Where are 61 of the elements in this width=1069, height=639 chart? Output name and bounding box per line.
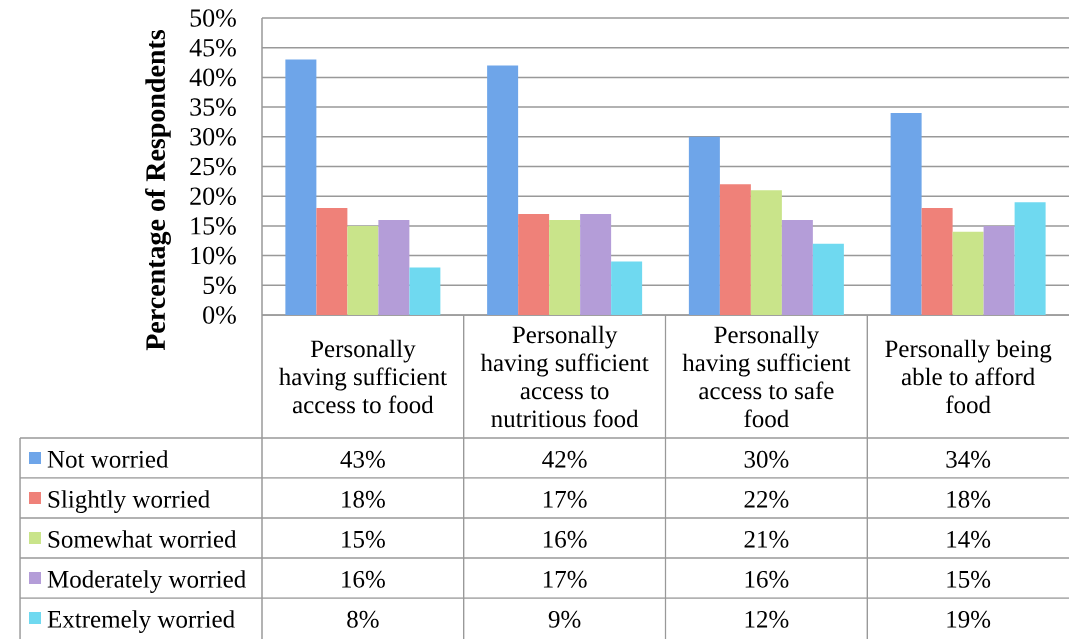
legend-label: Moderately worried: [47, 570, 246, 593]
y-tick-label: 50%: [190, 9, 236, 27]
data-label: 14%: [947, 530, 991, 548]
bar: [688, 136, 720, 315]
bar: [487, 65, 519, 315]
data-label: 8%: [347, 610, 379, 628]
data-label: 22%: [744, 490, 789, 508]
legend-label: Somewhat worried: [48, 530, 237, 548]
y-tick-label: 5%: [203, 276, 236, 295]
y-tick-label: 0%: [203, 306, 236, 324]
bar: [347, 225, 379, 315]
legend-label: Extremely worried: [47, 610, 235, 633]
bar: [611, 261, 643, 315]
bar: [952, 231, 984, 315]
y-tick-label: 35%: [190, 98, 236, 116]
data-label: 30%: [744, 450, 789, 468]
y-tick-label: 10%: [191, 246, 236, 265]
data-label: 34%: [946, 450, 991, 468]
y-axis-title: Percentage of Respondents: [145, 29, 171, 351]
y-tick-label: 20%: [190, 187, 236, 206]
data-label: 42%: [542, 450, 587, 468]
bar: [890, 113, 922, 315]
bar: [812, 243, 844, 315]
data-label: 18%: [947, 490, 991, 508]
y-tick-label: 40%: [189, 68, 236, 87]
bar: [750, 190, 782, 315]
bar: [549, 219, 581, 315]
data-label: 15%: [342, 530, 385, 548]
x-tick-label: Personally having sufficient access to food: [279, 339, 447, 414]
data-label: 9%: [548, 610, 581, 628]
data-label: 19%: [947, 610, 991, 628]
data-label: 16%: [342, 570, 385, 588]
data-label: 17%: [543, 490, 587, 508]
bar: [580, 214, 612, 315]
data-label: 43%: [340, 450, 385, 468]
data-label: 21%: [744, 530, 789, 548]
legend-label: Not worried: [47, 450, 169, 468]
bar: [378, 219, 410, 315]
y-tick-label: 45%: [189, 38, 236, 57]
x-tick-label: Personally having sufficient access to nutritious food: [480, 325, 649, 428]
y-tick-label: 15%: [191, 217, 236, 235]
bar: [518, 214, 550, 315]
bar: [921, 208, 953, 315]
bar: [781, 219, 813, 315]
bar: [285, 59, 317, 315]
data-label: 18%: [342, 490, 385, 508]
data-label: 16%: [543, 530, 587, 548]
bar: [316, 208, 348, 315]
bar: [1014, 202, 1046, 315]
x-tick-label: Personally being able to afford food: [885, 339, 1052, 414]
y-tick-label: 25%: [190, 157, 236, 176]
legend-label: Slightly worried: [48, 490, 210, 513]
bar: [409, 267, 441, 315]
data-label: 16%: [745, 570, 789, 588]
data-label: 15%: [947, 570, 991, 588]
bar: [719, 184, 751, 315]
x-tick-label: Personally having sufficient access to safe food: [682, 325, 851, 428]
data-label: 12%: [745, 610, 789, 628]
data-label: 17%: [543, 570, 587, 588]
y-tick-label: 30%: [190, 127, 236, 146]
bar: [983, 225, 1015, 315]
